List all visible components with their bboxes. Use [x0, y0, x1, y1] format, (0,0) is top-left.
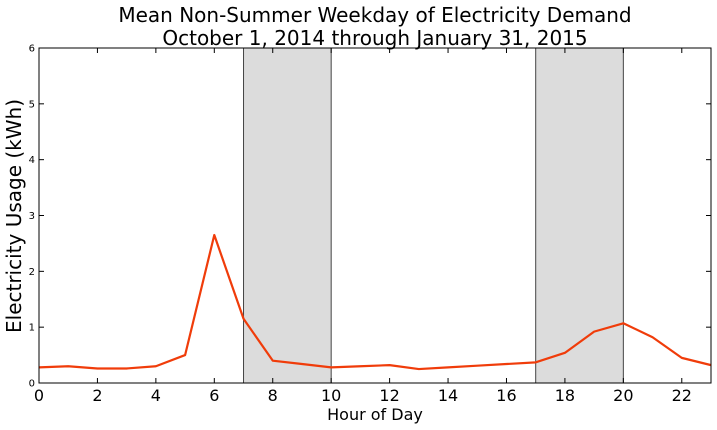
- x-tick-label-18: 18: [555, 386, 575, 405]
- shaded-region-1: [243, 47, 332, 384]
- x-tick-label-8: 8: [268, 386, 278, 405]
- chart-title-line1: Mean Non-Summer Weekday of Electricity D…: [118, 3, 631, 27]
- x-tick-label-22: 22: [672, 386, 692, 405]
- x-tick-label-4: 4: [151, 386, 161, 405]
- x-tick-label-20: 20: [613, 386, 633, 405]
- x-tick-label-10: 10: [321, 386, 341, 405]
- shaded-regions: [243, 47, 624, 384]
- x-tick-label-2: 2: [92, 386, 102, 405]
- series-layer: [38, 233, 712, 371]
- chart-title-line2: October 1, 2014 through January 31, 2015: [162, 26, 587, 50]
- x-axis-label: Hour of Day: [327, 405, 423, 424]
- y-tick-label-0: 0: [29, 379, 35, 390]
- y-tick-label-5: 5: [29, 99, 35, 110]
- y-tick-label-2: 2: [29, 267, 35, 278]
- shaded-region-2: [535, 47, 624, 384]
- y-tick-label-6: 6: [29, 44, 35, 55]
- y-axis-label: Electricity Usage (kWh): [2, 99, 26, 333]
- x-tick-label-0: 0: [34, 386, 44, 405]
- x-tick-label-6: 6: [209, 386, 219, 405]
- y-tick-label-1: 1: [29, 323, 35, 334]
- x-tick-label-14: 14: [438, 386, 458, 405]
- x-tick-label-12: 12: [379, 386, 399, 405]
- y-tick-label-3: 3: [29, 211, 35, 222]
- series-line: [38, 233, 712, 371]
- x-tick-label-16: 16: [496, 386, 516, 405]
- y-tick-label-4: 4: [29, 155, 35, 166]
